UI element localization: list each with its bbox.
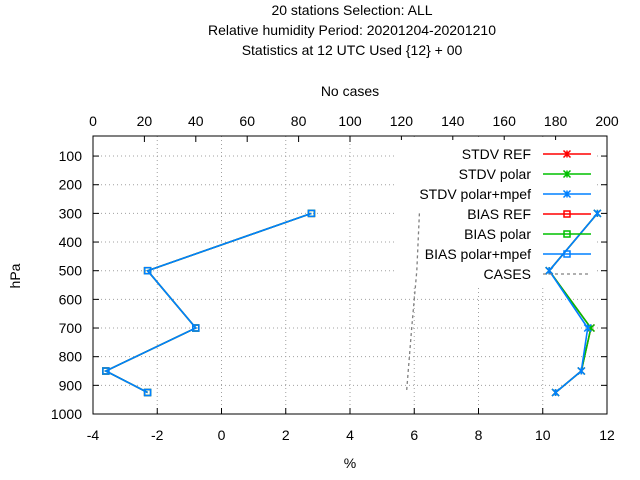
series-line	[405, 213, 421, 393]
data-point	[563, 210, 571, 218]
series-bias-ref	[102, 209, 316, 397]
x-tick-label: 2	[282, 427, 290, 443]
title-line-1: 20 stations Selection: ALL	[271, 2, 432, 18]
data-point	[551, 388, 560, 397]
data-point	[593, 209, 602, 218]
data-point	[562, 189, 572, 199]
data-point	[102, 367, 110, 375]
legend-label: BIAS polar+mpef	[425, 246, 531, 262]
x2-tick-labels: 0 20 40 60 80 100 120 140 160 180 200	[89, 113, 619, 129]
y-tick-label: 800	[59, 349, 83, 365]
plot-border	[92, 135, 608, 415]
data-point	[562, 149, 572, 159]
y-tick-label: 700	[59, 320, 83, 336]
x-axis-label: %	[344, 455, 356, 471]
series-bias-polar-mpef	[102, 209, 316, 397]
x2-tick-label: 80	[291, 113, 307, 129]
legend-label: STDV polar+mpef	[419, 186, 531, 202]
x-tick-label: 8	[475, 427, 483, 443]
title-line-2: Relative humidity Period: 20201204-20201…	[208, 22, 496, 38]
data-point	[563, 230, 571, 238]
legend: STDV REF STDV polar STDV polar+mpef BIAS RE…	[419, 146, 591, 282]
y-tick-label: 300	[59, 205, 83, 221]
series-bias-polar	[102, 209, 316, 397]
legend-label: STDV polar	[459, 166, 532, 182]
data-point	[143, 266, 152, 275]
x-tick-label: -2	[151, 427, 164, 443]
y-tick-label: 400	[59, 234, 83, 250]
data-point-glyph	[562, 189, 572, 199]
x-tick-label: 10	[535, 427, 551, 443]
x2-tick-label: 100	[338, 113, 362, 129]
x2-tick-label: 120	[390, 113, 414, 129]
data-point-glyph	[562, 169, 572, 179]
x2-axis-label: No cases	[321, 83, 379, 99]
series-line	[103, 212, 312, 394]
y-tick-label: 900	[59, 377, 83, 393]
y-tick-label: 1000	[51, 406, 82, 422]
data-point	[143, 388, 152, 397]
data-point	[143, 388, 152, 397]
x2-tick-label: 60	[239, 113, 255, 129]
y-tick-labels: 100 200 300 400 500 600 700 800 900 1000	[51, 148, 82, 422]
legend-label: BIAS REF	[467, 206, 531, 222]
y-tick-label: 500	[59, 263, 83, 279]
legend-label: CASES	[484, 266, 531, 282]
y-tick-label: 100	[59, 148, 83, 164]
x2-tick-label: 140	[441, 113, 465, 129]
data-point-glyph	[562, 149, 572, 159]
x-tick-label: 12	[599, 427, 615, 443]
x2-tick-label: 200	[595, 113, 619, 129]
data-point-glyph	[583, 323, 592, 333]
data-point-glyph	[593, 209, 602, 218]
x2-tick-label: 40	[188, 113, 204, 129]
data-point	[583, 323, 592, 333]
data-point	[577, 366, 586, 376]
data-point	[563, 250, 571, 258]
x-tick-label: 4	[346, 427, 354, 443]
data-point	[545, 266, 554, 275]
x2-tick-label: 160	[493, 113, 517, 129]
data-point-glyph	[577, 366, 586, 376]
x-tick-labels: -4 -2 0 2 4 6 8 10 12	[87, 427, 615, 443]
x2-tick-label: 20	[137, 113, 153, 129]
legend-label: BIAS polar	[464, 226, 531, 242]
y-axis-label: hPa	[7, 263, 23, 288]
data-point-glyph	[545, 266, 554, 275]
series-line	[103, 212, 312, 394]
title-line-3: Statistics at 12 UTC Used {12} + 00	[242, 42, 463, 58]
legend-label: STDV REF	[462, 146, 531, 162]
data-point	[143, 388, 152, 397]
x-tick-label: 0	[218, 427, 226, 443]
series-cases	[405, 213, 421, 393]
x-tick-label: -4	[87, 427, 100, 443]
x2-tick-label: 180	[544, 113, 568, 129]
x2-tick-label: 0	[89, 113, 97, 129]
data-point	[562, 169, 572, 179]
series-line	[103, 212, 312, 394]
data-point	[192, 324, 200, 332]
plot-area	[102, 209, 602, 397]
x-tick-label: 6	[410, 427, 418, 443]
y-tick-label: 200	[59, 177, 83, 193]
data-point-glyph	[551, 388, 560, 397]
data-point	[307, 209, 316, 218]
chart-title: 20 stations Selection: ALL Relative humi…	[208, 2, 496, 58]
y-tick-label: 600	[59, 291, 83, 307]
